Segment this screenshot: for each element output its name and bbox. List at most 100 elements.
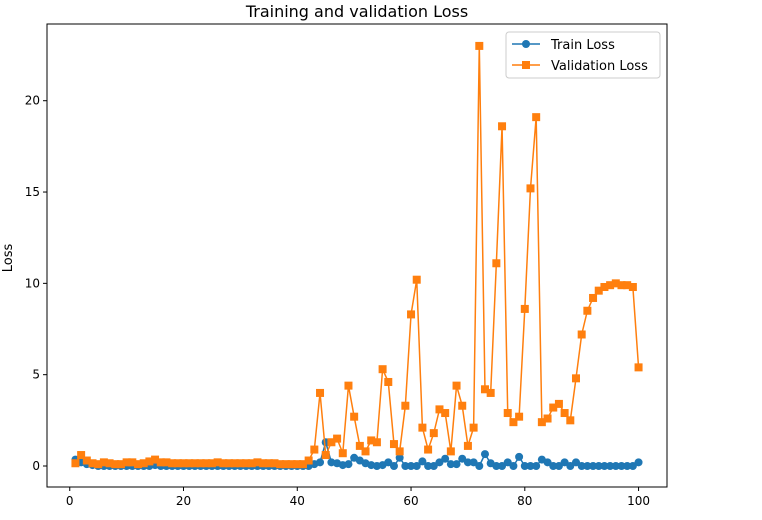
train-loss-marker: [617, 461, 626, 470]
validation-loss-marker: [594, 286, 603, 295]
validation-loss-marker: [611, 279, 620, 288]
validation-loss-marker: [395, 447, 404, 456]
validation-loss-marker: [577, 330, 586, 339]
train-loss-marker: [594, 461, 603, 470]
validation-loss-marker: [571, 374, 580, 383]
validation-loss-marker: [634, 363, 643, 372]
train-loss-marker: [407, 461, 416, 470]
validation-loss-marker: [355, 441, 364, 450]
validation-loss-marker: [202, 459, 211, 468]
y-tick-label: 0: [32, 459, 40, 473]
validation-loss-marker: [162, 458, 171, 467]
validation-loss-marker: [247, 459, 256, 468]
x-tick-label: 60: [403, 494, 418, 508]
train-loss-marker: [628, 461, 637, 470]
train-loss-marker: [560, 458, 569, 467]
validation-loss-marker: [310, 445, 319, 454]
validation-series: [71, 41, 643, 469]
validation-loss-marker: [350, 412, 359, 421]
validation-loss-marker: [88, 459, 97, 468]
train-loss-marker: [503, 458, 512, 467]
validation-loss-marker: [463, 441, 472, 450]
validation-loss-marker: [583, 306, 592, 315]
x-tick-label: 40: [290, 494, 305, 508]
validation-loss-marker: [213, 458, 222, 467]
train-loss-marker: [532, 461, 541, 470]
train-loss-marker: [452, 460, 461, 469]
validation-loss-marker: [492, 259, 501, 268]
validation-loss-marker: [498, 122, 507, 131]
validation-loss-marker: [139, 459, 148, 468]
validation-loss-marker: [475, 41, 484, 50]
x-tick-label: 0: [66, 494, 74, 508]
validation-loss-marker: [407, 310, 416, 319]
validation-loss-marker: [281, 460, 290, 469]
train-loss-marker: [606, 461, 615, 470]
train-loss-marker: [492, 461, 501, 470]
train-loss-marker: [549, 461, 558, 470]
validation-loss-marker: [338, 449, 347, 458]
validation-loss-marker: [520, 304, 529, 313]
validation-loss-marker: [321, 451, 330, 460]
validation-loss-marker: [327, 438, 336, 447]
validation-loss-marker: [554, 399, 563, 408]
validation-loss-marker: [367, 436, 376, 445]
validation-loss-marker: [412, 275, 421, 284]
validation-loss-marker: [372, 438, 381, 447]
validation-loss-marker: [287, 460, 296, 469]
train-loss-marker: [583, 461, 592, 470]
y-tick-label: 10: [25, 276, 40, 290]
y-tick-label: 5: [32, 368, 40, 382]
train-loss-marker: [446, 460, 455, 469]
validation-loss-marker: [378, 365, 387, 374]
legend-train-label: Train Loss: [550, 38, 615, 53]
validation-loss-marker: [429, 429, 438, 438]
validation-loss-marker: [469, 423, 478, 432]
validation-loss-marker: [560, 409, 569, 418]
validation-loss-marker: [111, 460, 120, 469]
validation-loss-marker: [389, 440, 398, 449]
validation-loss-marker: [168, 459, 177, 468]
train-loss-marker: [463, 458, 472, 467]
plot-frame: [46, 23, 668, 488]
validation-loss-marker: [185, 459, 194, 468]
y-axis-ticks: 0 5 10 15 20: [25, 94, 47, 473]
validation-loss-marker: [145, 457, 154, 466]
train-loss-marker: [611, 461, 620, 470]
validation-loss-marker: [435, 405, 444, 414]
train-loss-marker: [475, 461, 484, 470]
validation-loss-marker: [253, 458, 262, 467]
train-loss-marker: [429, 461, 438, 470]
validation-loss-marker: [503, 409, 512, 418]
train-loss-marker: [424, 461, 433, 470]
validation-loss-marker: [151, 455, 160, 464]
legend-train-marker: [522, 40, 530, 48]
train-loss-marker: [418, 457, 427, 466]
validation-loss-marker: [617, 281, 626, 290]
validation-loss-marker: [549, 403, 558, 412]
validation-loss-marker: [628, 283, 637, 292]
legend-validation-marker: [522, 61, 530, 69]
train-loss-marker: [458, 454, 467, 463]
train-loss-marker: [412, 461, 421, 470]
train-loss-marker: [566, 461, 575, 470]
train-loss-marker: [515, 452, 524, 461]
y-tick-label: 20: [25, 94, 40, 108]
validation-loss-marker: [304, 456, 313, 465]
train-loss-marker: [344, 460, 353, 469]
y-tick-label: 15: [25, 185, 40, 199]
legend-validation-label: Validation Loss: [551, 59, 648, 74]
validation-loss-marker: [298, 460, 307, 469]
validation-loss-marker: [207, 459, 216, 468]
train-loss-marker: [441, 454, 450, 463]
train-loss-marker: [435, 458, 444, 467]
train-loss-marker: [480, 450, 489, 459]
validation-loss-marker: [480, 385, 489, 394]
validation-loss-marker: [441, 409, 450, 418]
validation-loss-marker: [537, 418, 546, 427]
validation-loss-line: [74, 45, 640, 465]
validation-loss-marker: [82, 456, 91, 465]
validation-loss-marker: [128, 458, 137, 467]
